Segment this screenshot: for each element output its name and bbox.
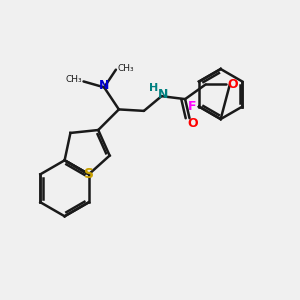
Text: S: S xyxy=(84,167,94,181)
Text: CH₃: CH₃ xyxy=(66,76,83,85)
Text: O: O xyxy=(187,117,198,130)
Text: CH₃: CH₃ xyxy=(117,64,134,73)
Text: N: N xyxy=(99,80,109,92)
Text: O: O xyxy=(227,78,238,91)
Text: F: F xyxy=(188,100,196,113)
Text: N: N xyxy=(158,88,168,101)
Text: H: H xyxy=(149,83,158,93)
